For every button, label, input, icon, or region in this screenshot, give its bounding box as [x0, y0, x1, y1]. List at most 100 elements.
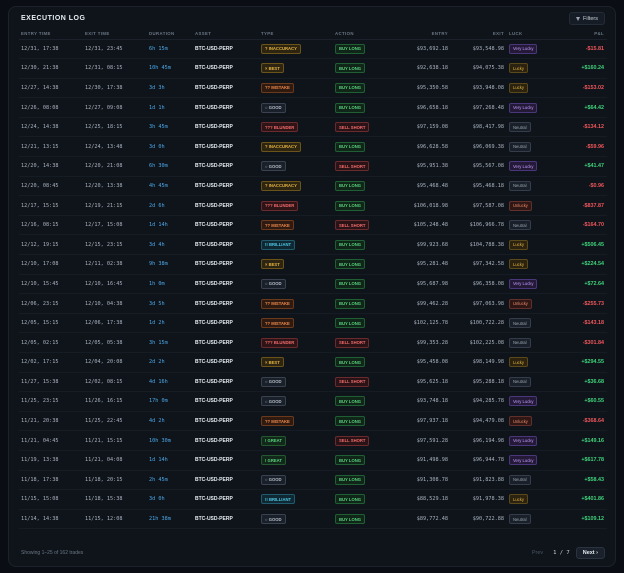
col-asset[interactable]: ASSET — [193, 29, 259, 40]
asset-cell: BTC-USD-PERP — [193, 234, 259, 256]
luck-cell: Unlucky — [507, 195, 557, 216]
table-row[interactable]: 11/19, 13:38 11/21, 04:08 1d 14h BTC-USD-PE… — [19, 450, 607, 471]
pnl-cell: +$506.45 — [557, 234, 607, 256]
col-type[interactable]: TYPE — [259, 29, 333, 40]
luck-cell: Neutral — [507, 470, 557, 491]
duration-cell: 3h 15m — [147, 332, 193, 353]
entry-time-cell: 12/05, 02:15 — [19, 332, 83, 353]
col-duration[interactable]: DURATION — [147, 29, 193, 40]
luck-badge: Neutral — [509, 514, 531, 525]
entry-time-cell: 12/31, 17:38 — [19, 39, 83, 60]
table-row[interactable]: 12/30, 21:38 12/31, 08:15 10h 45m BTC-USD-P… — [19, 58, 607, 79]
col-action[interactable]: ACTION — [333, 29, 395, 40]
prev-page-button[interactable]: Prev — [531, 550, 544, 556]
luck-badge: Neutral — [509, 318, 531, 329]
table-row[interactable]: 12/31, 17:38 12/31, 23:45 6h 15m BTC-USD-PE… — [19, 39, 607, 60]
type-badge: ○ GOOD — [261, 102, 286, 113]
type-badge: ? INACCURACY — [261, 43, 301, 54]
duration-cell: 1d 1h — [147, 97, 193, 118]
type-badge: !! BRILLIANT — [261, 494, 296, 505]
table-row[interactable]: 12/16, 08:15 12/17, 15:08 1d 14h BTC-USD-PE… — [19, 215, 607, 236]
exit-time-cell: 12/10, 04:38 — [83, 293, 147, 314]
action-cell: BUY LONG — [333, 234, 395, 256]
luck-cell: Very Lucky — [507, 156, 557, 177]
table-row[interactable]: 11/21, 20:38 11/25, 22:45 4d 2h BTC-USD-PER… — [19, 411, 607, 432]
duration-cell: 4d 2h — [147, 411, 193, 432]
col-entry[interactable]: ENTRY — [395, 29, 451, 40]
type-cell: × BEST — [259, 254, 333, 275]
col-luck[interactable]: LUCK — [507, 29, 557, 40]
luck-cell: Very Lucky — [507, 274, 557, 295]
entry-price-cell: $105,248.48 — [395, 215, 451, 236]
exit-price-cell: $93,548.98 — [451, 39, 507, 60]
table-row[interactable]: 12/21, 13:15 12/24, 13:48 3d 0h BTC-USD-PER… — [19, 136, 607, 158]
exit-time-cell: 12/20, 21:08 — [83, 156, 147, 177]
entry-price-cell: $106,018.98 — [395, 195, 451, 216]
duration-cell: 1h 0m — [147, 274, 193, 295]
duration-cell: 1d 2h — [147, 313, 193, 334]
entry-time-cell: 11/18, 17:38 — [19, 470, 83, 491]
entry-price-cell: $93,692.18 — [395, 39, 451, 60]
table-row[interactable]: 12/02, 17:15 12/04, 20:08 2d 2h BTC-USD-PER… — [19, 352, 607, 373]
entry-price-cell: $99,923.68 — [395, 234, 451, 256]
table-row[interactable]: 12/20, 08:45 12/20, 13:38 4h 45m BTC-USD-PE… — [19, 176, 607, 197]
exit-time-cell: 12/11, 02:38 — [83, 254, 147, 275]
asset-cell: BTC-USD-PERP — [193, 332, 259, 353]
exit-price-cell: $96,194.98 — [451, 430, 507, 451]
col-exit[interactable]: EXIT — [451, 29, 507, 40]
entry-time-cell: 12/12, 19:15 — [19, 234, 83, 256]
next-page-button[interactable]: Next › — [575, 547, 605, 559]
table-row[interactable]: 12/17, 15:15 12/19, 21:15 2d 6h BTC-USD-PER… — [19, 195, 607, 216]
pnl-cell: -$153.02 — [557, 78, 607, 99]
action-cell: BUY LONG — [333, 450, 395, 471]
table-row[interactable]: 12/20, 14:38 12/20, 21:08 6h 30m BTC-USD-PE… — [19, 156, 607, 177]
luck-cell: Lucky — [507, 254, 557, 275]
table-row[interactable]: 11/27, 15:38 12/02, 08:15 4d 16h BTC-USD-PE… — [19, 372, 607, 393]
pnl-cell: +$72.64 — [557, 274, 607, 295]
entry-time-cell: 12/20, 08:45 — [19, 176, 83, 197]
type-cell: × BEST — [259, 58, 333, 79]
table-row[interactable]: 11/14, 14:38 11/15, 12:08 21h 38m BTC-USD-P… — [19, 509, 607, 530]
exit-time-cell: 12/19, 21:15 — [83, 195, 147, 216]
type-badge: × BEST — [261, 259, 284, 270]
entry-time-cell: 11/19, 13:38 — [19, 450, 83, 471]
luck-badge: Very Lucky — [509, 278, 538, 289]
filters-button[interactable]: Filters — [569, 12, 605, 25]
exit-time-cell: 11/18, 15:38 — [83, 489, 147, 510]
asset-cell: BTC-USD-PERP — [193, 450, 259, 471]
table-row[interactable]: 12/24, 14:38 12/25, 18:15 3h 45m BTC-USD-PE… — [19, 117, 607, 138]
type-badge: × BEST — [261, 357, 284, 368]
table-row[interactable]: 11/25, 23:15 11/26, 16:15 17h 0m BTC-USD-PE… — [19, 391, 607, 412]
asset-cell: BTC-USD-PERP — [193, 470, 259, 491]
action-cell: BUY LONG — [333, 509, 395, 530]
table-row[interactable]: 11/15, 15:08 11/18, 15:38 3d 0h BTC-USD-PER… — [19, 489, 607, 510]
asset-cell: BTC-USD-PERP — [193, 411, 259, 432]
action-badge: SELL SHORT — [335, 220, 370, 231]
action-cell: BUY LONG — [333, 293, 395, 314]
luck-cell: Very Lucky — [507, 97, 557, 118]
table-row[interactable]: 12/10, 15:45 12/10, 16:45 1h 0m BTC-USD-PER… — [19, 274, 607, 295]
table-row[interactable]: 12/10, 17:08 12/11, 02:38 9h 38m BTC-USD-PE… — [19, 254, 607, 275]
table-row[interactable]: 11/18, 17:38 11/18, 20:15 2h 45m BTC-USD-PE… — [19, 470, 607, 491]
asset-cell: BTC-USD-PERP — [193, 254, 259, 275]
table-row[interactable]: 11/21, 04:45 11/21, 15:15 10h 30m BTC-USD-P… — [19, 430, 607, 451]
action-cell: BUY LONG — [333, 39, 395, 60]
table-row[interactable]: 12/12, 19:15 12/15, 23:15 3d 4h BTC-USD-PER… — [19, 234, 607, 256]
type-badge: ?? MISTAKE — [261, 82, 294, 93]
col-entry-time[interactable]: ENTRY TIME — [19, 29, 83, 40]
col-exit-time[interactable]: EXIT TIME — [83, 29, 147, 40]
action-badge: BUY LONG — [335, 278, 366, 289]
table-row[interactable]: 12/26, 08:08 12/27, 09:08 1d 1h BTC-USD-PER… — [19, 97, 607, 118]
entry-price-cell: $95,625.18 — [395, 372, 451, 393]
type-cell: ??? BLUNDER — [259, 195, 333, 216]
table-row[interactable]: 12/06, 23:15 12/10, 04:38 3d 5h BTC-USD-PER… — [19, 293, 607, 314]
table-row[interactable]: 12/27, 14:38 12/30, 17:38 3d 3h BTC-USD-PER… — [19, 78, 607, 99]
table-row[interactable]: 12/05, 15:15 12/06, 17:38 1d 2h BTC-USD-PER… — [19, 313, 607, 334]
luck-badge: Neutral — [509, 122, 531, 133]
results-summary: Showing 1–25 of 162 trades — [21, 550, 84, 556]
table-row[interactable]: 12/05, 02:15 12/05, 05:38 3h 15m BTC-USD-PE… — [19, 332, 607, 353]
col-pnl[interactable]: P&L — [557, 29, 607, 40]
entry-price-cell: $96,658.18 — [395, 97, 451, 118]
type-cell: ?? MISTAKE — [259, 411, 333, 432]
action-cell: SELL SHORT — [333, 215, 395, 236]
